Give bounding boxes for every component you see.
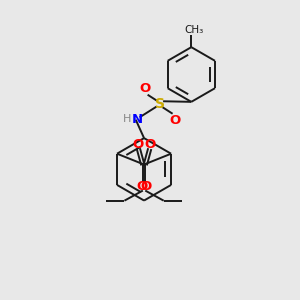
Text: O: O [136,180,148,193]
Text: H: H [123,114,132,124]
Text: O: O [169,114,181,127]
Text: CH₃: CH₃ [184,25,203,35]
Text: N: N [132,112,143,126]
Text: O: O [140,82,151,95]
Text: O: O [140,180,152,193]
Text: O: O [144,138,155,151]
Text: S: S [155,97,165,111]
Text: O: O [133,138,144,151]
